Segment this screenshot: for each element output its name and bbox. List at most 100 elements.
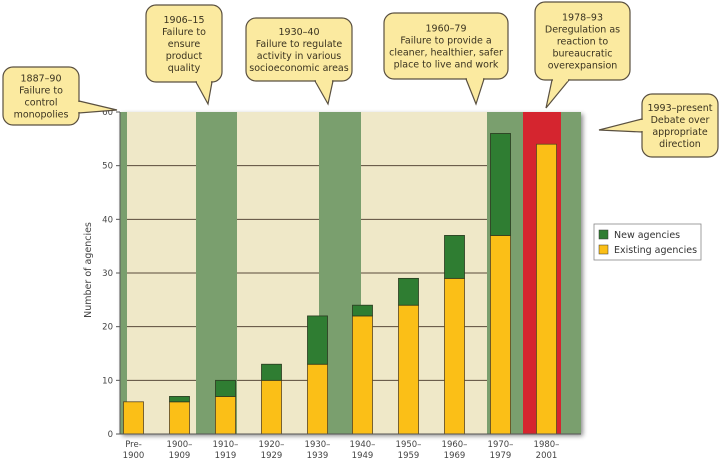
bar-existing (490, 235, 511, 435)
callout-text: overexpansion (548, 61, 618, 72)
callout-text: ensure (168, 39, 201, 50)
y-tick-label: 20 (102, 323, 113, 333)
x-tick-label: 1979 (490, 451, 512, 461)
callout-text: place to live and work (394, 60, 499, 71)
callout-text: activity in various (257, 51, 342, 62)
callout-pointer (313, 80, 334, 106)
x-tick-label: 1939 (307, 451, 329, 461)
bar-existing (215, 396, 236, 435)
bar-existing (536, 143, 557, 435)
bar-new (490, 133, 511, 236)
callout-text: Deregulation as (545, 25, 620, 36)
callout-pointer (598, 118, 643, 133)
callout-text: cleaner, healthier, safer (389, 48, 503, 59)
bar-new (307, 315, 328, 365)
callout-text: appropriate (652, 127, 708, 138)
y-tick-label: 50 (102, 162, 113, 172)
x-tick-label: 1970– (488, 440, 514, 450)
bar-existing (307, 363, 328, 435)
callout-text: 1960–79 (425, 24, 466, 35)
axes: Pre-1900 1900–1909 1910–1919 1920–1929 1930–… (102, 108, 581, 461)
era-band (561, 112, 581, 434)
callout-text: Failure to (19, 86, 63, 97)
callout-box (534, 1, 631, 81)
callout-text: product (166, 51, 203, 62)
callout-text: 1930–40 (278, 27, 319, 38)
callout-text: Failure to (162, 27, 206, 38)
bars (123, 133, 557, 435)
x-tick-label: 1950– (396, 440, 422, 450)
bar-new (398, 277, 419, 306)
callout-box (383, 12, 509, 80)
x-tick-label: 2001 (536, 451, 558, 461)
x-tick-label: 1949 (352, 451, 374, 461)
x-tick-label: 1930– (305, 440, 331, 450)
legend-swatch-new (598, 229, 609, 240)
x-tick-label: 1919 (215, 451, 237, 461)
bar-existing (398, 304, 419, 435)
callout-text: 1978–93 (562, 13, 603, 24)
callout-text: control (25, 98, 58, 109)
callout-text: socioeconomic areas (249, 63, 348, 74)
bar-new (444, 235, 465, 279)
y-axis-title: Number of agencies (83, 222, 94, 318)
callout-pointer (194, 81, 213, 106)
y-tick-label: 0 (108, 430, 113, 440)
callout-text: Debate over (651, 115, 710, 126)
x-tick-label: 1980– (534, 440, 560, 450)
callout-text: reaction to (557, 37, 609, 48)
callout-text: Failure to regulate (256, 39, 343, 50)
x-tick-label: 1909 (169, 451, 191, 461)
callout-text: quality (168, 63, 201, 74)
y-tick-label: 10 (102, 376, 113, 386)
legend-label-existing: Existing agencies (614, 245, 697, 256)
callout-text: 1887–90 (20, 74, 61, 85)
bar-new (169, 396, 190, 403)
y-tick-label: 60 (102, 108, 113, 118)
x-tick-label: 1920– (259, 440, 285, 450)
gridlines (127, 165, 487, 381)
callout-text: Failure to provide a (400, 36, 491, 47)
y-tick-label: 40 (102, 215, 113, 225)
bar-existing (261, 379, 282, 435)
callout-box (145, 4, 223, 83)
bar-existing (123, 401, 144, 435)
callout-pointer (545, 79, 571, 109)
era-band (120, 112, 127, 434)
callout-text: 1906–15 (163, 15, 204, 26)
x-tick-label: 1900 (123, 451, 145, 461)
callout-box (245, 17, 353, 82)
bar-existing (444, 277, 465, 435)
callout-text: bureaucratic (553, 49, 613, 60)
x-tick-label: 1910– (213, 440, 239, 450)
legend-swatch-existing (598, 244, 609, 255)
callout-pointer (465, 78, 485, 106)
callout-text: 1993–present (647, 103, 712, 114)
bar-new (352, 304, 373, 317)
x-tick-label: 1959 (398, 451, 420, 461)
x-tick-label: 1940– (350, 440, 376, 450)
bar-existing (169, 401, 190, 435)
bar-existing (352, 315, 373, 435)
callout-text: direction (659, 139, 701, 150)
x-tick-label: 1900– (167, 440, 193, 450)
bar-new (215, 379, 236, 397)
x-tick-label: 1929 (261, 451, 283, 461)
x-tick-label: 1960– (442, 440, 468, 450)
x-tick-label: Pre- (125, 440, 142, 450)
y-tick-label: 30 (102, 269, 113, 279)
bar-new (261, 363, 282, 381)
x-tick-label: 1969 (444, 451, 466, 461)
legend-label-new: New agencies (614, 230, 680, 241)
callout-box (2, 66, 80, 126)
callout-text: monopolies (14, 110, 69, 121)
legend: New agencies Existing agencies (593, 223, 702, 261)
